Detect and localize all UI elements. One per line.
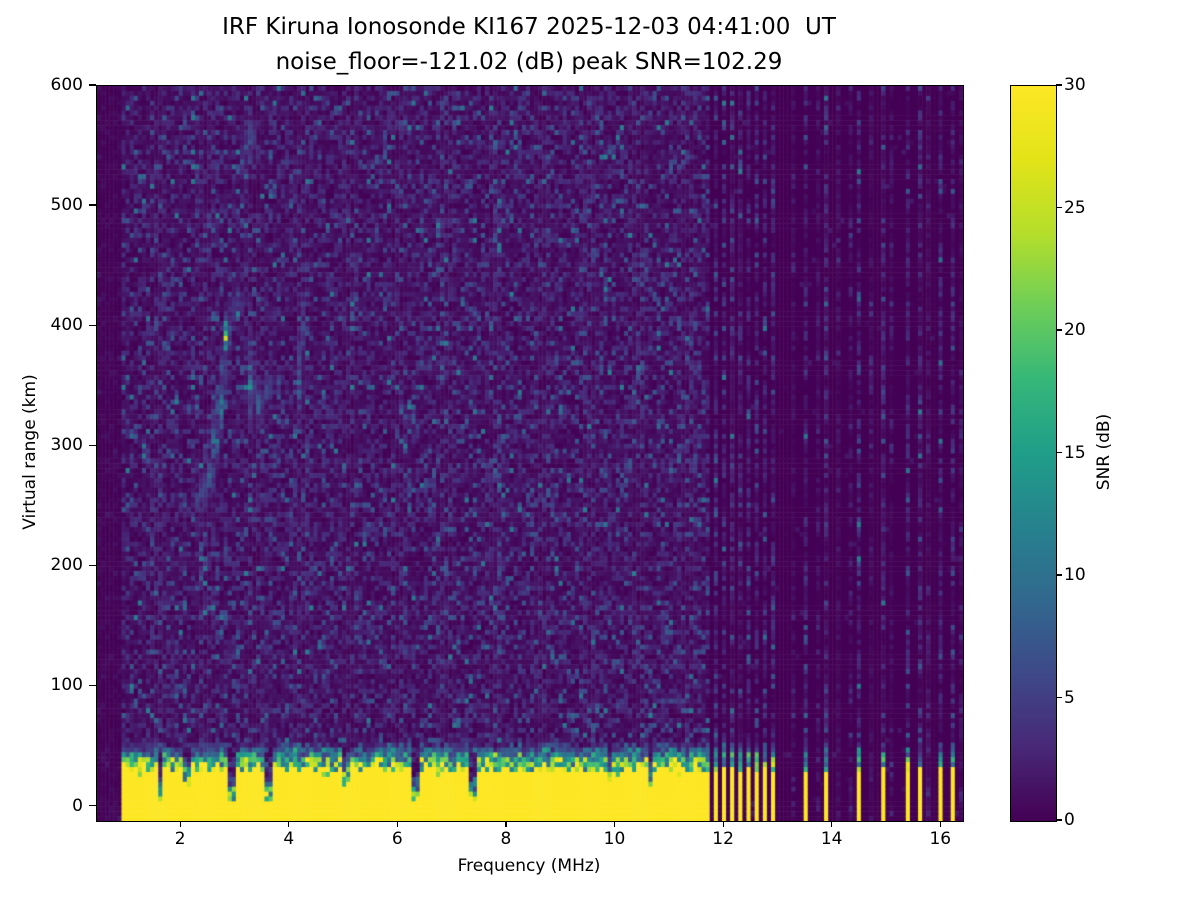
y-tick-mark <box>89 84 96 86</box>
y-axis-label: Virtual range (km) <box>20 374 40 530</box>
x-tick-label: 4 <box>283 829 295 849</box>
colorbar-tick-label: 10 <box>1064 565 1086 585</box>
colorbar-tick-mark <box>1056 329 1062 331</box>
colorbar-tick-mark <box>1056 574 1062 576</box>
chart-title: IRF Kiruna Ionosonde KI167 2025-12-03 04… <box>222 14 836 40</box>
y-tick-mark <box>89 804 96 807</box>
y-tick-mark <box>89 204 96 206</box>
colorbar-tick-mark <box>1056 696 1062 699</box>
y-tick-label: 200 <box>50 555 83 576</box>
chart-subtitle: noise_floor=-121.02 (dB) peak SNR=102.29 <box>275 49 783 75</box>
colorbar <box>1010 85 1057 822</box>
x-tick-label: 8 <box>500 829 512 849</box>
colorbar-canvas <box>1011 86 1056 821</box>
colorbar-tick-mark <box>1056 84 1062 86</box>
x-tick-label: 2 <box>174 829 186 849</box>
plot-area <box>96 85 964 822</box>
colorbar-label: SNR (dB) <box>1094 413 1114 491</box>
y-tick-label: 500 <box>50 195 83 216</box>
y-tick-mark <box>89 564 96 566</box>
x-tick-mark <box>939 821 941 827</box>
x-tick-mark <box>505 821 507 827</box>
x-tick-label: 6 <box>391 829 403 849</box>
colorbar-tick-mark <box>1056 451 1062 454</box>
x-tick-mark <box>831 821 833 827</box>
y-tick-label: 100 <box>50 675 83 696</box>
x-tick-mark <box>722 821 724 827</box>
colorbar-tick-mark <box>1056 819 1062 821</box>
colorbar-tick-label: 15 <box>1064 442 1086 463</box>
x-tick-label: 16 <box>929 829 952 849</box>
y-tick-label: 600 <box>50 75 83 95</box>
colorbar-tick-label: 30 <box>1064 75 1086 95</box>
colorbar-tick-label: 0 <box>1064 810 1075 830</box>
x-tick-mark <box>179 821 181 827</box>
y-tick-mark <box>89 684 96 687</box>
colorbar-tick-label: 25 <box>1064 197 1086 218</box>
x-tick-label: 12 <box>712 829 734 849</box>
x-axis-label: Frequency (MHz) <box>457 856 601 876</box>
y-tick-label: 400 <box>50 315 83 336</box>
x-tick-label: 10 <box>603 829 626 849</box>
heatmap-canvas <box>97 86 963 821</box>
colorbar-tick-mark <box>1056 206 1062 209</box>
colorbar-tick-label: 20 <box>1064 320 1086 340</box>
x-tick-label: 14 <box>820 829 843 849</box>
y-tick-mark <box>89 324 96 326</box>
x-tick-mark <box>396 821 398 827</box>
y-tick-mark <box>89 444 96 446</box>
y-tick-label: 300 <box>50 435 83 456</box>
colorbar-tick-label: 5 <box>1064 687 1075 708</box>
y-tick-label: 0 <box>72 795 83 816</box>
x-tick-mark <box>613 821 616 827</box>
x-tick-mark <box>288 821 290 827</box>
